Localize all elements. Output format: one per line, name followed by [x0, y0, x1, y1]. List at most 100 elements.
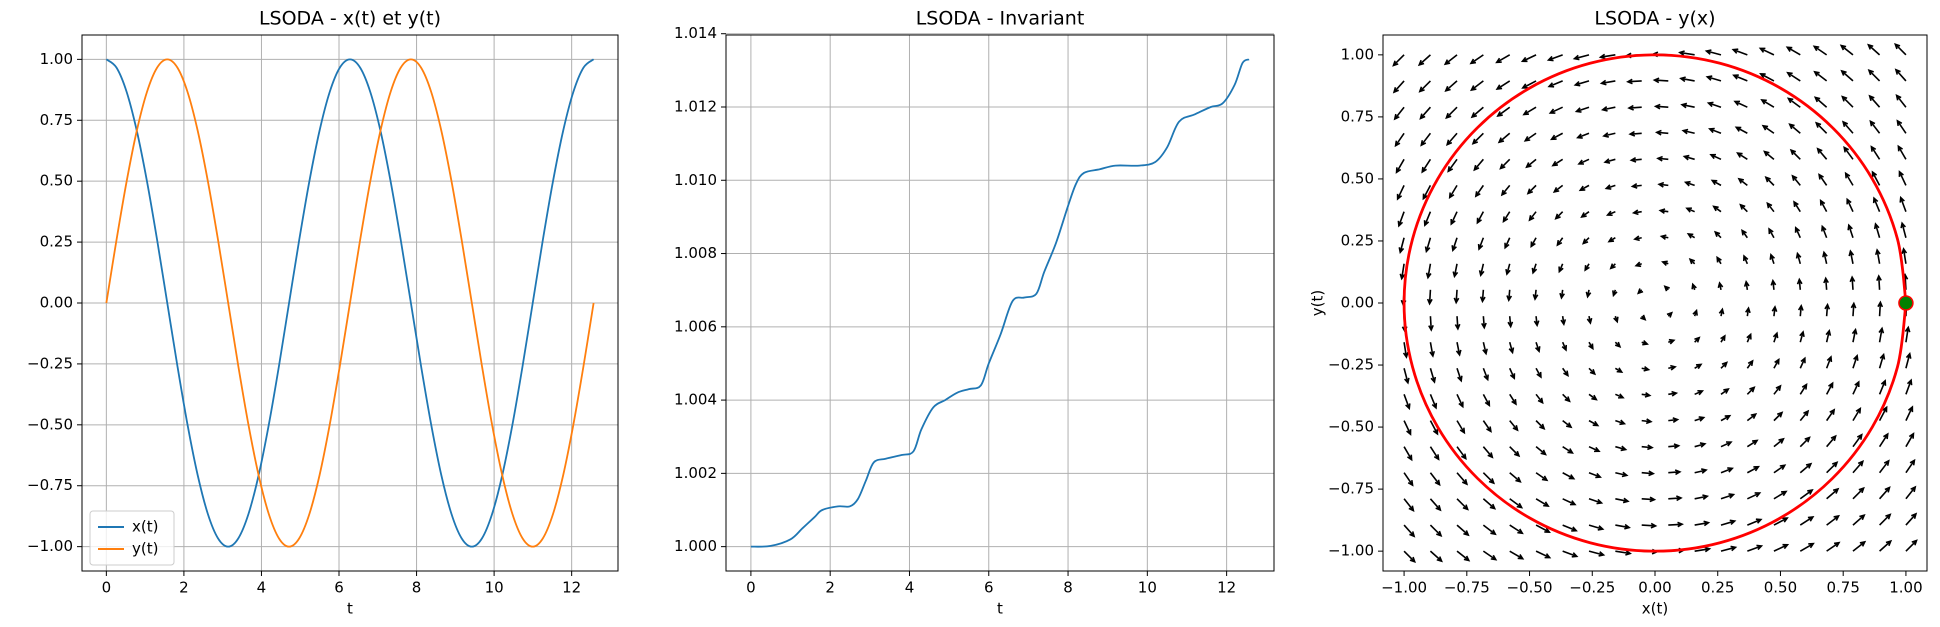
quiver-arrow: [1708, 127, 1722, 135]
quiver-arrow: [1869, 119, 1881, 134]
quiver-arrow: [1641, 339, 1649, 346]
quiver-arrow: [1509, 420, 1519, 432]
quiver-arrow: [1878, 459, 1890, 474]
quiver-arrow: [1716, 255, 1722, 265]
y-tick-label: 1.006: [674, 317, 717, 335]
quiver-arrow: [1896, 119, 1907, 134]
x-axis-label: t: [997, 600, 1003, 618]
quiver-arrow: [1615, 445, 1628, 452]
quiver-arrow: [1682, 154, 1695, 161]
quiver-arrow: [1840, 69, 1854, 82]
quiver-arrow: [1746, 386, 1756, 395]
quiver-arrow: [1720, 361, 1728, 369]
quiver-arrow: [1509, 550, 1525, 560]
line: [105, 58, 595, 548]
quiver-arrow: [1739, 203, 1748, 213]
quiver-arrow: [1588, 550, 1606, 557]
quiver-arrow: [1825, 329, 1832, 343]
quiver-arrow: [1814, 121, 1828, 134]
quiver-arrow: [1403, 420, 1412, 436]
quiver-arrow: [1894, 68, 1907, 82]
y-tick-label: −0.75: [1328, 480, 1374, 498]
quiver-arrow: [1535, 367, 1542, 379]
quiver-arrow: [1680, 102, 1695, 109]
quiver-arrow: [1450, 211, 1458, 226]
quiver-arrow: [1668, 338, 1676, 345]
quiver-arrow: [1841, 95, 1854, 108]
quiver-arrow: [1871, 170, 1881, 186]
quiver-arrow: [1773, 464, 1787, 474]
quiver-arrow: [1826, 434, 1837, 448]
quiver-arrow: [1627, 104, 1642, 111]
quiver-arrow: [1615, 497, 1630, 504]
quiver-arrow: [1603, 158, 1616, 164]
quiver-arrow: [1844, 171, 1854, 186]
quiver-arrow: [1615, 549, 1632, 556]
quiver-arrow: [1850, 301, 1857, 317]
x-tick-label: 1.00: [1889, 579, 1922, 597]
start-point: [1898, 295, 1914, 311]
quiver-arrow: [1824, 302, 1831, 317]
quiver-arrow: [1562, 550, 1579, 558]
quiver-arrow: [1456, 472, 1469, 486]
quiver-arrow: [1867, 69, 1881, 82]
quiver-arrow: [1668, 495, 1683, 502]
quiver-arrow: [1851, 327, 1858, 343]
x-tick-label: 12: [1217, 579, 1236, 597]
quiver-arrow: [1905, 458, 1916, 474]
y-tick-label: −0.50: [1328, 418, 1374, 436]
quiver-arrow: [1720, 414, 1732, 422]
quiver-arrow: [1668, 443, 1681, 450]
quiver-arrow: [1602, 132, 1616, 138]
quiver-arrow: [1508, 367, 1516, 380]
quiver-arrow: [1456, 498, 1469, 511]
quiver-arrow: [1588, 524, 1605, 531]
x-tick-label: 0.25: [1701, 579, 1734, 597]
quiver-arrow: [1694, 494, 1710, 500]
quiver-arrow: [1760, 98, 1775, 108]
quiver-arrow: [1825, 408, 1836, 422]
quiver-arrow: [1634, 261, 1642, 268]
quiver-arrow: [1588, 471, 1602, 479]
quiver-arrow: [1720, 388, 1730, 395]
y-tick-label: 0.50: [40, 172, 73, 190]
quiver-arrow: [1709, 153, 1722, 161]
quiver-arrow: [1588, 367, 1597, 376]
legend-label: x(t): [132, 518, 158, 536]
quiver-arrow: [1746, 439, 1759, 448]
quiver-arrow: [1720, 467, 1734, 474]
quiver-arrow: [1785, 46, 1801, 56]
quiver-arrow: [1429, 420, 1439, 436]
y-tick-label: −0.50: [27, 415, 73, 433]
quiver-arrow: [1392, 80, 1405, 94]
quiver-arrow: [1852, 433, 1863, 448]
quiver-arrow: [1420, 132, 1432, 147]
quiver-arrow: [1813, 70, 1828, 82]
quiver-arrow: [1822, 250, 1828, 264]
quiver-arrow: [1720, 519, 1737, 526]
quiver-arrow: [1429, 394, 1438, 410]
quiver-arrow: [1425, 263, 1432, 280]
x-tick-label: 4: [257, 579, 267, 597]
quiver-arrow: [1743, 280, 1750, 290]
quiver-arrow: [1446, 132, 1458, 146]
quiver-arrow: [1403, 472, 1414, 487]
quiver-arrow: [1447, 158, 1458, 173]
y-tick-label: 0.75: [40, 111, 73, 129]
quiver-arrow: [1506, 289, 1513, 303]
y-tick-label: 1.00: [40, 50, 73, 68]
quiver-arrow: [1786, 71, 1801, 82]
quiver-arrow: [1481, 316, 1487, 330]
quiver-arrow: [1895, 94, 1907, 108]
quiver-arrow: [1769, 253, 1776, 265]
quiver-arrow: [1742, 254, 1749, 265]
quiver-arrow: [1872, 196, 1881, 212]
quiver-arrow: [1825, 381, 1834, 395]
quiver-arrow: [1615, 471, 1629, 478]
quiver-arrow: [1456, 550, 1471, 562]
axes-frame: [1382, 34, 1928, 572]
quiver-arrow: [1573, 80, 1590, 87]
quiver-arrow: [1656, 155, 1669, 162]
quiver-arrow: [1799, 356, 1806, 369]
quiver-arrow: [1403, 498, 1415, 512]
